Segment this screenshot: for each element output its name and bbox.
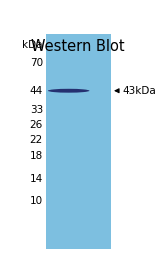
- Text: 22: 22: [30, 135, 43, 145]
- Ellipse shape: [48, 89, 89, 93]
- Text: 18: 18: [30, 151, 43, 162]
- Text: 33: 33: [30, 105, 43, 115]
- Text: kDa: kDa: [22, 40, 43, 50]
- Text: 14: 14: [30, 174, 43, 184]
- Text: 43kDa: 43kDa: [123, 86, 157, 96]
- Text: Western Blot: Western Blot: [32, 39, 125, 54]
- Text: 10: 10: [30, 196, 43, 206]
- Text: 26: 26: [30, 120, 43, 130]
- Bar: [46, 34, 111, 249]
- Text: 70: 70: [30, 58, 43, 68]
- Text: 44: 44: [30, 86, 43, 96]
